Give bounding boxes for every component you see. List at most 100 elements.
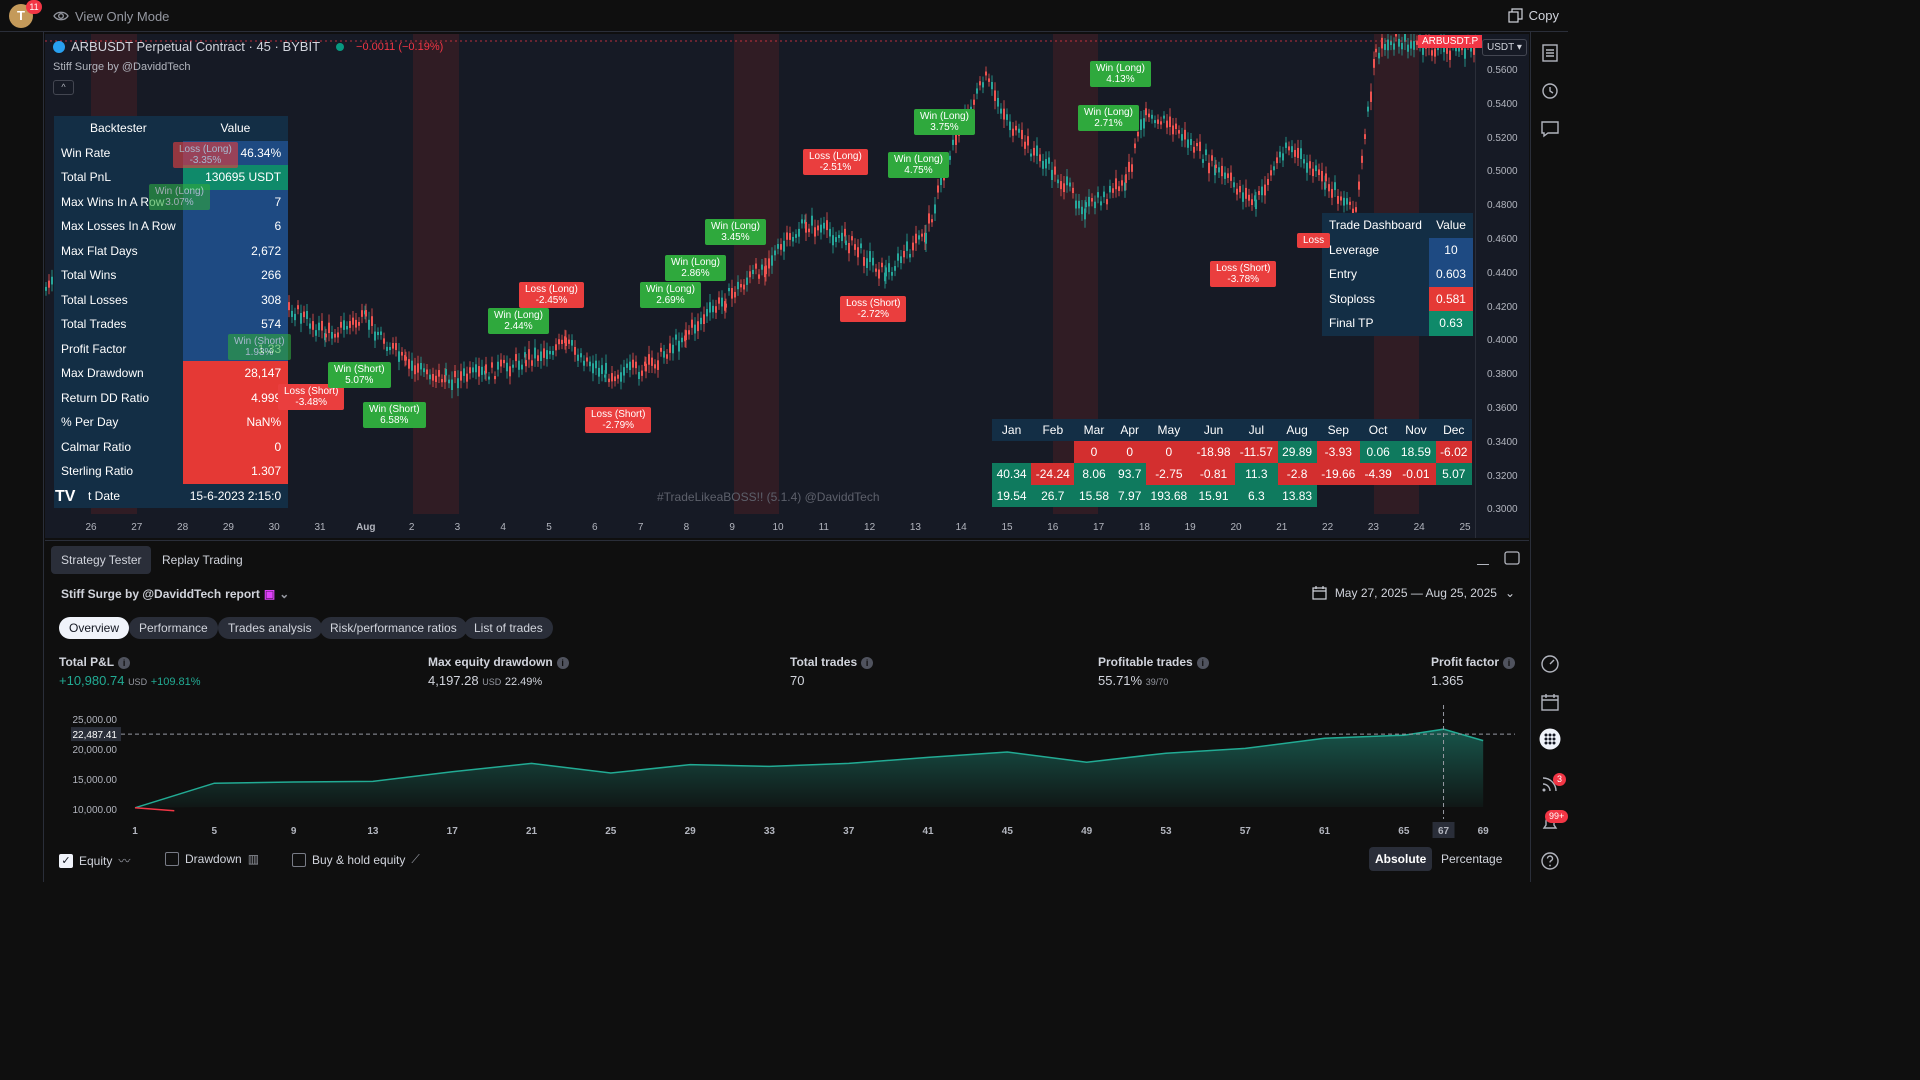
trade-marker-value: -3.35% (189, 155, 222, 166)
tab-replay-trading[interactable]: Replay Trading (162, 553, 243, 567)
date-range-selector[interactable]: May 27, 2025 — Aug 25, 2025 ⌄ (1312, 585, 1515, 600)
candle-body (401, 351, 403, 356)
subtab-risk-performance[interactable]: Risk/performance ratios (320, 617, 467, 639)
candle-body (1125, 174, 1127, 183)
equity-chart[interactable]: 25,000.00 20,000.00 15,000.00 10,000.00 22,4… (45, 703, 1529, 843)
trade-marker-loss[interactable]: Loss (Short) -2.72% (840, 296, 907, 322)
backtester-row: Sterling Ratio 1.307 (54, 459, 289, 484)
info-icon[interactable]: i (861, 657, 874, 669)
eye-icon (53, 11, 69, 21)
candle-body (1081, 206, 1083, 215)
copy-button[interactable]: Copy (1508, 8, 1559, 23)
feed-icon[interactable] (1539, 773, 1561, 795)
help-icon[interactable] (1539, 850, 1561, 872)
candle-body (900, 256, 902, 264)
trade-marker-win[interactable]: Win (Long) 2.86% (665, 255, 726, 281)
candle-body (851, 236, 853, 241)
view-only-mode[interactable]: View Only Mode (53, 8, 169, 24)
candle-body (488, 376, 490, 380)
candle-body (441, 379, 443, 383)
chat-icon[interactable] (1539, 118, 1561, 140)
trade-marker-win[interactable]: Win (Long) 2.71% (1078, 105, 1139, 131)
candle-body (997, 97, 999, 107)
candle-body (374, 331, 376, 341)
candle-body (814, 227, 816, 237)
month-header: Dec (1435, 419, 1472, 441)
trade-marker-win[interactable]: Win (Long) 3.45% (705, 219, 766, 245)
candle-body (521, 364, 523, 370)
tab-strategy-tester[interactable]: Strategy Tester (51, 546, 152, 574)
trade-marker-loss[interactable]: Loss (1297, 233, 1331, 248)
trade-marker-label: Win (Long) (646, 284, 695, 295)
trade-marker-loss[interactable]: Loss (Long) -2.51% (803, 149, 868, 175)
strategy-name[interactable]: Stiff Surge by @DaviddTech (53, 61, 191, 73)
legend-drawdown[interactable]: Drawdown ▥ (165, 852, 259, 866)
calendar-icon[interactable] (1539, 691, 1561, 713)
legend-equity[interactable]: ✓ Equity 〰 (59, 852, 130, 869)
candle-body (1461, 46, 1463, 51)
symbol-title[interactable]: ARBUSDT Perpetual Contract · 45 · BYBIT (71, 39, 321, 54)
object-tree-icon[interactable] (1539, 42, 1561, 64)
candle-body (1364, 134, 1366, 140)
checkbox-icon[interactable] (292, 852, 306, 867)
subtab-list-of-trades[interactable]: List of trades (464, 617, 553, 639)
trade-marker-value: 5.07% (345, 375, 374, 386)
candle-body (906, 241, 908, 251)
checkbox-icon[interactable] (165, 852, 179, 866)
checkbox-checked-icon[interactable]: ✓ (59, 853, 73, 868)
trade-marker-win[interactable]: Win (Short) 1.93% (228, 334, 291, 360)
collapse-legend-button[interactable]: ^ (53, 80, 74, 95)
info-icon[interactable]: i (1503, 657, 1516, 669)
candle-body (638, 371, 640, 380)
chart-pane[interactable]: ARBUSDT Perpetual Contract · 45 · BYBIT … (45, 34, 1529, 538)
minimize-panel-icon[interactable] (1477, 553, 1489, 565)
currency-selector[interactable]: USDT ▾ (1482, 39, 1527, 56)
mode-absolute-button[interactable]: Absolute (1369, 847, 1433, 871)
subtab-performance[interactable]: Performance (129, 617, 218, 639)
dashboard-row-value: 0.603 (1428, 262, 1473, 287)
trade-marker-loss[interactable]: Loss (Long) -3.35% (173, 142, 238, 168)
report-title[interactable]: Stiff Surge by @DaviddTech report ▣ ⌄ (61, 587, 289, 601)
info-icon[interactable]: i (118, 657, 131, 669)
apps-grid-icon[interactable] (1539, 728, 1561, 750)
trade-marker-win[interactable]: Win (Long) 4.75% (888, 152, 949, 178)
candle-body (1048, 157, 1050, 164)
candle-body (315, 330, 317, 336)
trade-marker-loss[interactable]: Loss (Short) -2.79% (585, 407, 652, 433)
candle-body (432, 374, 434, 381)
candle-body (845, 240, 847, 246)
trade-marker-win[interactable]: Win (Short) 6.58% (363, 402, 426, 428)
candle-body (592, 363, 594, 374)
trade-marker-win[interactable]: Win (Long) 4.13% (1090, 61, 1151, 87)
month-header: Sep (1316, 419, 1360, 441)
candle-body (1261, 186, 1263, 196)
candle-body (891, 272, 893, 276)
subtab-trades-analysis[interactable]: Trades analysis (218, 617, 322, 639)
backtester-row-value: 28,147 (182, 361, 289, 386)
trade-marker-win[interactable]: Win (Long) 2.69% (640, 282, 701, 308)
alarm-clock-icon[interactable] (1539, 79, 1561, 101)
trade-marker-loss[interactable]: Loss (Short) -3.78% (1210, 261, 1277, 287)
mode-percentage-button[interactable]: Percentage (1441, 852, 1503, 866)
legend-buy-hold[interactable]: Buy & hold equity ⟋ (292, 852, 420, 867)
month-header: Jun (1191, 419, 1236, 441)
subtab-overview[interactable]: Overview (59, 617, 130, 639)
candle-body (651, 357, 653, 366)
backtester-row-value: 4.999 (182, 385, 289, 410)
candle-body (860, 243, 862, 249)
trade-marker-win[interactable]: Win (Long) 2.44% (488, 308, 549, 334)
trade-marker-loss[interactable]: Loss (Short) -3.48% (278, 384, 345, 410)
maximize-panel-icon[interactable] (1504, 551, 1520, 565)
equity-x-tick: 17 (447, 826, 459, 837)
month-header: Jul (1235, 419, 1278, 441)
gauge-icon[interactable] (1539, 653, 1561, 675)
candle-body (918, 235, 920, 240)
price-axis[interactable] (1475, 34, 1529, 538)
info-icon[interactable]: i (1196, 657, 1209, 669)
trade-marker-win[interactable]: Win (Long) 3.75% (914, 109, 975, 135)
trade-marker-win[interactable]: Win (Long) 3.07% (149, 184, 210, 210)
info-icon[interactable]: i (556, 657, 569, 669)
trade-marker-value: 4.13% (1106, 74, 1135, 85)
trade-marker-win[interactable]: Win (Short) 5.07% (328, 362, 391, 388)
trade-marker-loss[interactable]: Loss (Long) -2.45% (519, 282, 584, 308)
